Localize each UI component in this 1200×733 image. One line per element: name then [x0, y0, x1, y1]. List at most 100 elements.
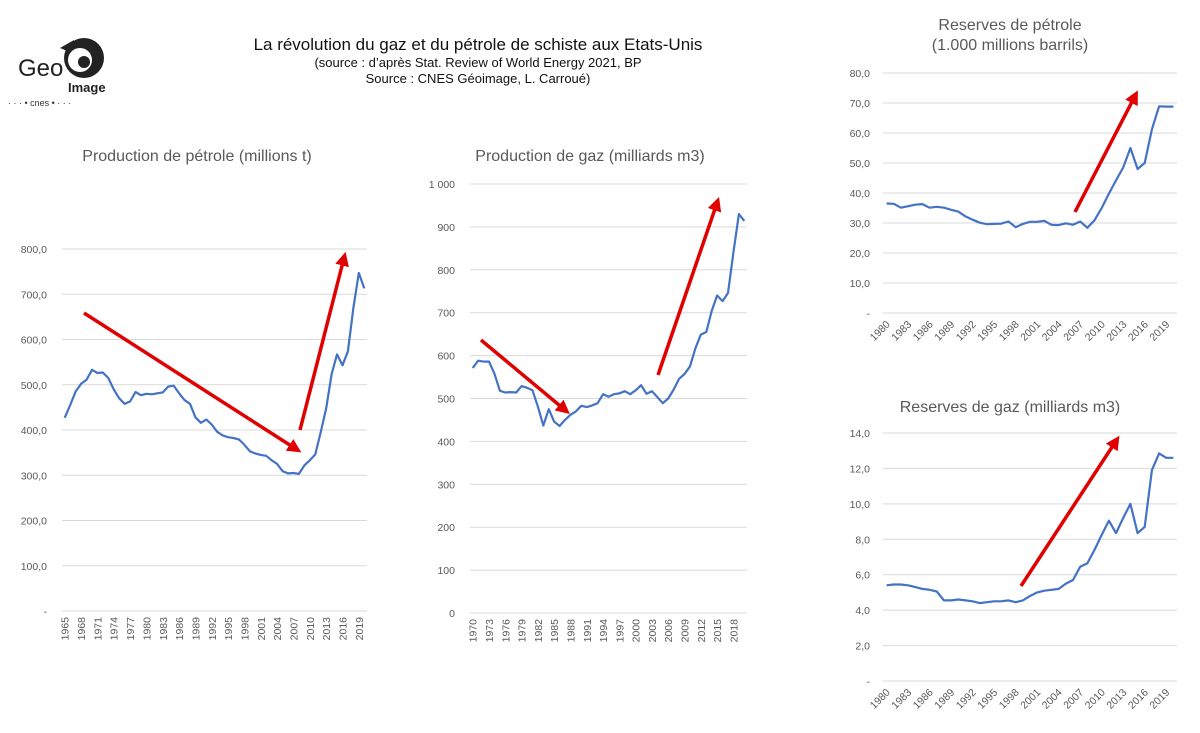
y-tick-label: 900: [437, 222, 455, 234]
x-tick-label: 1997: [614, 619, 626, 643]
x-tick-label: 2001: [1018, 319, 1043, 344]
source-line-1: (source : d’après Stat. Review of World …: [314, 55, 641, 70]
x-tick-label: 2013: [1104, 319, 1129, 344]
y-tick-label: 100,0: [21, 561, 47, 573]
y-tick-label: 500: [437, 394, 455, 406]
y-tick-label: 800: [437, 265, 455, 277]
x-tick-label: 1986: [911, 319, 936, 344]
y-tick-label: 60,0: [850, 128, 871, 140]
y-tick-label: 8,0: [855, 534, 870, 546]
x-tick-label: 2019: [1147, 687, 1172, 712]
chart-oil-reserves: Reserves de pétrole (1.000 millions barri…: [850, 17, 1177, 344]
x-tick-label: 2000: [631, 619, 643, 643]
x-tick-label: 1991: [582, 619, 594, 643]
y-tick-label: 600: [437, 351, 455, 363]
y-tick-label: 10,0: [850, 499, 871, 511]
y-tick-label: 700,0: [21, 289, 47, 301]
logo-satellite-icon: [60, 40, 74, 52]
x-tick-label: 1989: [932, 319, 957, 344]
x-tick-label: 2001: [1018, 687, 1043, 712]
x-tick-label: 1998: [997, 687, 1022, 712]
y-tick-label: 1 000: [429, 179, 455, 191]
x-tick-label: 1989: [190, 617, 202, 641]
x-tick-label: 2019: [354, 617, 366, 641]
chart-title-line2: (1.000 millions barrils): [932, 37, 1089, 54]
y-tick-label: 300: [437, 479, 455, 491]
trend-arrow: [298, 251, 349, 431]
x-tick-label: 2001: [256, 617, 268, 641]
x-tick-label: 2006: [663, 619, 675, 643]
y-tick-label: 20,0: [850, 248, 871, 260]
trend-arrow: [1073, 90, 1138, 213]
y-tick-label: 12,0: [850, 463, 871, 475]
x-tick-label: 1992: [207, 617, 219, 641]
x-tick-label: 2013: [321, 617, 333, 641]
x-tick-label: 1976: [500, 619, 512, 643]
x-tick-label: 2004: [1040, 319, 1065, 344]
trend-arrow: [1019, 435, 1120, 587]
data-line: [886, 105, 1174, 229]
x-tick-label: 2004: [1040, 687, 1065, 712]
x-tick-label: 2007: [1061, 319, 1086, 344]
logo: Geo Image · · · • cnes • · · ·: [8, 38, 106, 108]
trend-arrow: [656, 197, 722, 376]
source-line-2: Source : CNES Géoimage, L. Carroué): [366, 71, 591, 86]
x-tick-label: 2003: [647, 619, 659, 643]
x-tick-label: 1983: [889, 319, 914, 344]
x-tick-label: 2018: [728, 619, 740, 643]
page-title: La révolution du gaz et du pétrole de sc…: [254, 35, 703, 54]
y-tick-label: 700: [437, 308, 455, 320]
y-tick-label: 500,0: [21, 380, 47, 392]
x-tick-label: 1986: [911, 687, 936, 712]
x-tick-label: 1982: [533, 619, 545, 643]
y-tick-label: 30,0: [850, 218, 871, 230]
y-tick-label: 800,0: [21, 244, 47, 256]
x-tick-label: 1988: [565, 619, 577, 643]
y-tick-label: 70,0: [850, 98, 871, 110]
chart-gas-reserves: Reserves de gaz (milliards m3) - 2,0 4,0 6,0…: [850, 399, 1177, 712]
x-tick-label: 2007: [1061, 687, 1086, 712]
y-tick-label: -: [44, 606, 48, 618]
y-tick-label: 4,0: [855, 605, 870, 617]
x-tick-label: 1977: [125, 617, 137, 641]
y-tick-label: 14,0: [850, 428, 871, 440]
x-tick-label: 1965: [60, 617, 72, 641]
x-tick-label: 1989: [932, 687, 957, 712]
x-tick-label: 1994: [598, 619, 610, 643]
x-tick-label: 1974: [109, 617, 121, 641]
x-tick-label: 1979: [517, 619, 529, 643]
trend-arrow: [83, 311, 302, 453]
x-tick-label: 1992: [954, 319, 979, 344]
x-tick-label: 2010: [1083, 319, 1108, 344]
x-tick-label: 1995: [975, 687, 1000, 712]
y-tick-label: 400: [437, 436, 455, 448]
y-tick-label: 200,0: [21, 516, 47, 528]
x-tick-label: 2010: [305, 617, 317, 641]
y-tick-label: 2,0: [855, 641, 870, 653]
y-tick-label: 0: [449, 608, 455, 620]
data-line: [886, 452, 1174, 605]
x-tick-label: 1992: [954, 687, 979, 712]
x-tick-label: 2012: [696, 619, 708, 643]
x-tick-label: 1998: [239, 617, 251, 641]
y-tick-label: -: [867, 676, 871, 688]
y-tick-label: 400,0: [21, 425, 47, 437]
x-tick-label: 1971: [92, 617, 104, 641]
x-tick-label: 2016: [1126, 687, 1151, 712]
x-tick-label: 2016: [337, 617, 349, 641]
x-tick-label: 1968: [76, 617, 88, 641]
chart-title: Reserves de pétrole: [938, 17, 1081, 34]
x-tick-label: 1980: [868, 319, 893, 344]
x-tick-label: 2007: [288, 617, 300, 641]
chart-title: Production de pétrole (millions t): [82, 148, 311, 165]
x-tick-label: 1983: [889, 687, 914, 712]
x-tick-label: 1973: [484, 619, 496, 643]
y-tick-label: 600,0: [21, 335, 47, 347]
x-tick-label: 1995: [975, 319, 1000, 344]
y-tick-label: 100: [437, 565, 455, 577]
x-tick-label: 1986: [174, 617, 186, 641]
logo-cnes: · · · • cnes • · · ·: [8, 98, 71, 108]
chart-oil-production: Production de pétrole (millions t) - 100,0…: [21, 148, 367, 640]
x-tick-label: 1985: [549, 619, 561, 643]
